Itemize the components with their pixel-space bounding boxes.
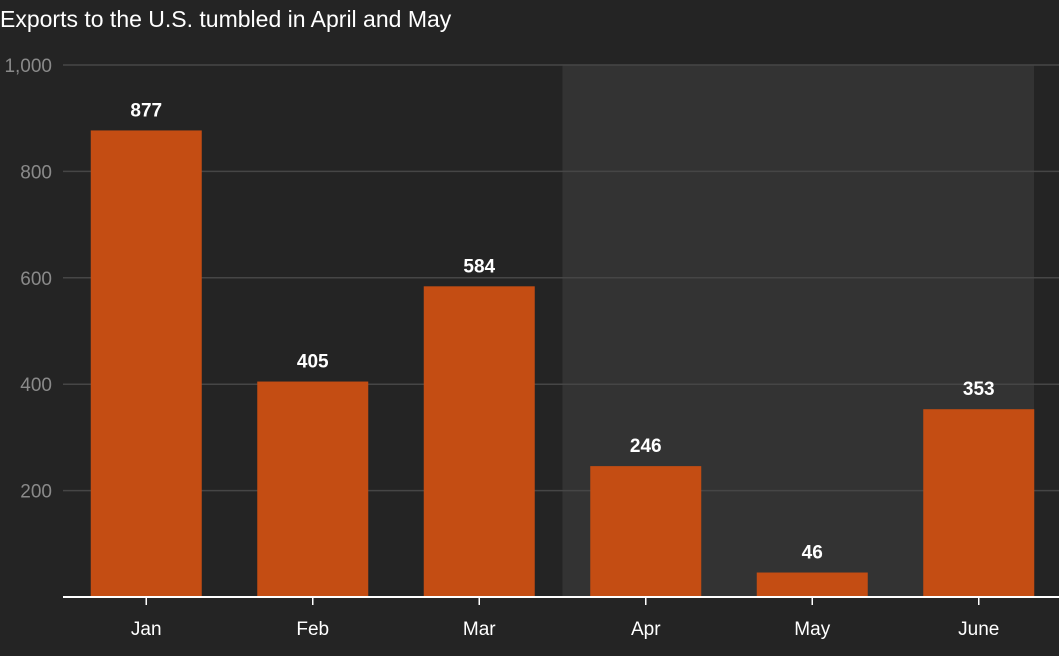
data-label: 584	[463, 256, 495, 277]
x-tick-label: June	[958, 619, 999, 640]
y-tick-label: 400	[20, 375, 52, 396]
bar-jan	[90, 130, 202, 597]
y-tick-label: 200	[20, 482, 52, 503]
bar-may	[756, 572, 868, 597]
y-tick-label: 600	[20, 269, 52, 290]
bar-june	[923, 409, 1035, 597]
bar-mar	[423, 286, 535, 597]
bar-apr	[590, 466, 702, 597]
bars	[90, 130, 1035, 597]
data-label: 353	[963, 379, 995, 400]
data-label: 246	[630, 436, 662, 457]
data-labels: 877 405 584 246 46 353	[130, 100, 994, 563]
x-tick-label: May	[794, 619, 830, 640]
y-tick-label: 800	[20, 162, 52, 183]
gridlines	[63, 64, 1059, 492]
data-label: 46	[802, 543, 823, 564]
data-label: 405	[297, 352, 329, 373]
x-tick-label: Apr	[631, 619, 661, 640]
x-tick-label: Mar	[463, 619, 496, 640]
x-tick-label: Feb	[296, 619, 329, 640]
x-tick-label: Jan	[131, 619, 162, 640]
y-tick-label: 1,000	[4, 56, 52, 77]
data-label: 877	[130, 100, 162, 121]
x-axis-ticks: Jan Feb Mar Apr May June	[131, 597, 999, 640]
y-axis-ticks: 200 400 600 800 1,000	[4, 56, 52, 503]
bar-feb	[257, 381, 369, 597]
chart-title: Exports to the U.S. tumbled in April and…	[0, 6, 452, 32]
